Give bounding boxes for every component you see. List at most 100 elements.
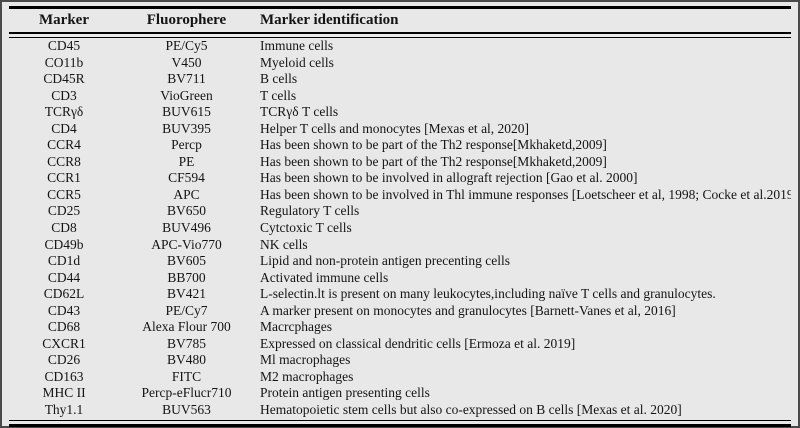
cell-marker: CD163 (44, 368, 84, 384)
table-row: CD43 PE/Cy7 A marker present on monocytes … (9, 303, 791, 320)
cell-fluorophore: Percp (171, 137, 202, 153)
cell-identification: Helper T cells and monocytes [Mexas et a… (260, 120, 530, 136)
cell-identification: Activated immune cells (260, 269, 389, 285)
table-row: CD8 BUV496 Cytctoxic T cells (9, 220, 791, 237)
cell-fluorophore: PE/Cy5 (165, 38, 208, 53)
table-body: CD45 PE/Cy5 Immune cells CO11b V450 Myeloid c… (9, 38, 791, 419)
cell-marker: CCR5 (47, 186, 81, 202)
table-row: CXCR1 BV785 Expressed on classical dendrit… (9, 336, 791, 353)
cell-fluorophore: BV650 (166, 203, 206, 219)
cell-marker: MHC II (42, 385, 86, 401)
table-row: CCR4 Percp Has been shown to be part of th… (9, 137, 791, 154)
cell-identification: A marker present on monocytes and granul… (260, 302, 676, 318)
cell-marker: CD62L (43, 286, 85, 302)
cell-fluorophore: BUV496 (162, 220, 211, 236)
cell-fluorophore: VioGreen (160, 87, 213, 103)
table-row: MHC II Percp-eFlucr710 Protein antigen pre… (9, 385, 791, 402)
cell-fluorophore: PE (178, 153, 195, 169)
cell-identification: Protein antigen presenting cells (260, 385, 430, 401)
cell-identification: Has been shown to be involved in allogra… (260, 170, 638, 186)
table-row: CD1d BV605 Lipid and non-protein antigen p… (9, 253, 791, 270)
col-header-identification: Marker identification (260, 12, 399, 28)
cell-identification: Expressed on classical dendritic cells [… (260, 335, 576, 351)
table-row: CCR1 CF594 Has been shown to be involved i… (9, 170, 791, 187)
table-row: CO11b V450 Myeloid cells (9, 55, 791, 72)
table-row: CD44 BB700 Activated immune cells (9, 270, 791, 287)
cell-identification: Cytctoxic T cells (260, 220, 352, 236)
cell-marker: CD4 (51, 120, 77, 136)
cell-marker: CD45R (43, 71, 85, 87)
table-row: CD3 VioGreen T cells (9, 88, 791, 105)
table-row: CD49b APC-Vio770 NK cells (9, 237, 791, 254)
cell-fluorophore: BV480 (166, 352, 206, 368)
cell-marker: CD44 (47, 269, 81, 285)
cell-identification: B cells (260, 71, 298, 87)
cell-fluorophore: V450 (171, 54, 202, 70)
table-row: TCRγδ BUV615 TCRγδ T cells (9, 104, 791, 121)
cell-marker: CD25 (47, 203, 81, 219)
table-row: CD163 FITC M2 macrophages (9, 369, 791, 386)
cell-identification: T cells (260, 87, 297, 103)
cell-marker: CD3 (51, 87, 77, 103)
cell-identification: M2 macrophages (260, 368, 354, 384)
cell-identification: NK cells (260, 236, 308, 252)
table-header-row: Marker Fluorophere Marker identification (9, 9, 791, 32)
table-row: CD26 BV480 Ml macrophages (9, 352, 791, 369)
col-header-marker: Marker (39, 12, 89, 28)
cell-identification: Has been shown to be involved in Thl imm… (260, 186, 791, 202)
cell-identification: Lipid and non-protein antigen precenting… (260, 253, 511, 269)
table-row: CD25 BV650 Regulatory T cells (9, 203, 791, 220)
cell-fluorophore: APC (173, 186, 200, 202)
cell-marker: CXCR1 (42, 335, 86, 351)
cell-marker: CD45 (47, 38, 81, 53)
cell-marker: CD8 (51, 220, 77, 236)
cell-fluorophore: Alexa Flour 700 (142, 319, 231, 335)
cell-fluorophore: PE/Cy7 (165, 302, 208, 318)
table-row: CD4 BUV395 Helper T cells and monocytes [M… (9, 121, 791, 138)
table-row: CD68 Alexa Flour 700 Macrcphages (9, 319, 791, 336)
cell-identification: Ml macrophages (260, 352, 351, 368)
col-header-fluorophore: Fluorophere (146, 12, 227, 28)
cell-identification: TCRγδ T cells (260, 104, 339, 120)
cell-identification: Macrcphages (260, 319, 332, 335)
header-separator-double-rule (9, 32, 791, 38)
cell-fluorophore: APC-Vio770 (151, 236, 222, 252)
cell-marker: CCR4 (47, 137, 81, 153)
cell-identification: L-selectin.lt is present on many leukocy… (260, 286, 716, 302)
cell-marker: CCR8 (47, 153, 81, 169)
cell-fluorophore: BV711 (167, 71, 206, 87)
cell-fluorophore: BV421 (166, 286, 206, 302)
table-row: CCR8 PE Has been shown to be part of the T… (9, 154, 791, 171)
cell-fluorophore: BV605 (166, 253, 206, 269)
cell-marker: CD43 (47, 302, 81, 318)
cell-marker: CD26 (47, 352, 81, 368)
cell-marker: CD49b (44, 236, 84, 252)
table-row: Thy1.1 BUV563 Hematopoietic stem cells but… (9, 402, 791, 419)
cell-fluorophore: CF594 (168, 170, 205, 186)
cell-fluorophore: BUV615 (162, 104, 211, 120)
table-row: CD62L BV421 L-selectin.lt is present on ma… (9, 286, 791, 303)
marker-fluorophore-table: Marker Fluorophere Marker identification… (9, 6, 791, 427)
cell-identification: Myeloid cells (260, 54, 334, 70)
cell-fluorophore: BUV395 (162, 120, 211, 136)
cell-fluorophore: FITC (171, 368, 202, 384)
cell-marker: Thy1.1 (44, 402, 84, 418)
cell-identification: Has been shown to be part of the Th2 res… (260, 153, 607, 169)
cell-identification: Hematopoietic stem cells but also co-exp… (260, 402, 682, 418)
cell-marker: CO11b (44, 54, 84, 70)
cell-fluorophore: BV785 (166, 335, 206, 351)
table-row: CD45R BV711 B cells (9, 71, 791, 88)
cell-marker: CCR1 (47, 170, 81, 186)
cell-fluorophore: BB700 (167, 269, 206, 285)
cell-identification: Has been shown to be part of the Th2 res… (260, 137, 607, 153)
cell-fluorophore: BUV563 (162, 402, 211, 418)
cell-marker: TCRγδ (44, 104, 84, 120)
table-row: CD45 PE/Cy5 Immune cells (9, 38, 791, 55)
table-bottom-double-rule (9, 419, 791, 427)
table-row: CCR5 APC Has been shown to be involved in … (9, 187, 791, 204)
cell-marker: CD1d (47, 253, 81, 269)
cell-fluorophore: Percp-eFlucr710 (141, 385, 232, 401)
cell-marker: CD68 (47, 319, 81, 335)
cell-identification: Immune cells (260, 38, 334, 53)
